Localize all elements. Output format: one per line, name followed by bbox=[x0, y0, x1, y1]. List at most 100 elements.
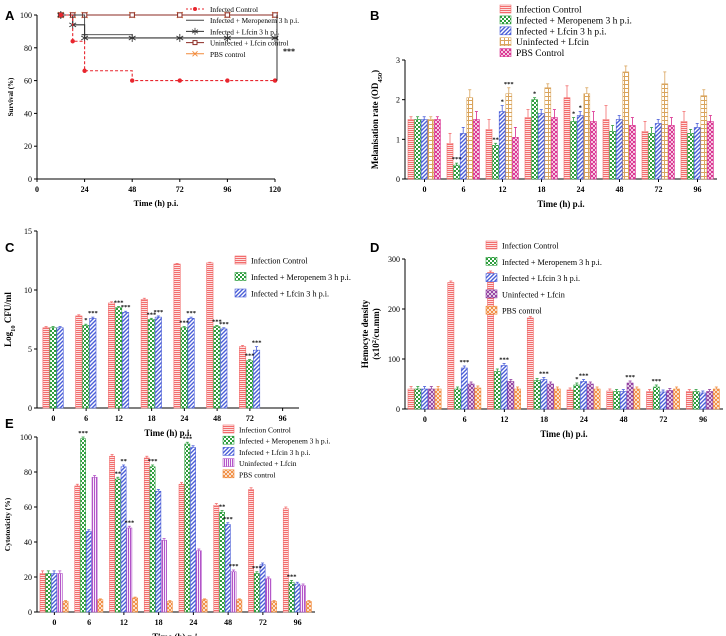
bar bbox=[155, 490, 162, 613]
significance-label: ** bbox=[115, 470, 122, 477]
significance-label: *** bbox=[504, 81, 514, 88]
legend-swatch bbox=[222, 447, 235, 456]
legend-label: Uninfected + Lfcin bbox=[239, 459, 297, 468]
bar bbox=[622, 71, 630, 180]
significance-label: *** bbox=[182, 435, 192, 442]
legend-label: Infected + Lfcin 3 h p.i. bbox=[502, 274, 580, 283]
x-axis-label: Time (h) p.i. bbox=[152, 632, 199, 636]
bar bbox=[154, 316, 162, 409]
x-tick-label: 48 bbox=[620, 415, 628, 424]
x-axis-label: Time (h) p.i. bbox=[134, 198, 179, 208]
significance-label: * bbox=[84, 317, 87, 324]
legend-swatch bbox=[234, 272, 247, 281]
y-tick-label: 100 bbox=[20, 433, 32, 442]
bar bbox=[537, 113, 545, 180]
bar bbox=[659, 391, 667, 410]
bar bbox=[288, 581, 295, 613]
x-tick-label: 18 bbox=[540, 415, 548, 424]
bar bbox=[421, 388, 428, 410]
x-tick-label: 72 bbox=[259, 618, 267, 627]
significance-label: *** bbox=[452, 156, 462, 163]
legend-swatch bbox=[499, 15, 512, 25]
panel-letter: C bbox=[5, 240, 15, 255]
bar bbox=[685, 391, 693, 410]
bar bbox=[201, 599, 208, 613]
data-point bbox=[224, 12, 231, 18]
bar bbox=[246, 360, 254, 409]
legend-label: Infected + Meropenem 3 h p.i. bbox=[210, 16, 299, 25]
bar bbox=[56, 573, 63, 613]
significance-label: *** bbox=[148, 458, 158, 465]
x-tick-label: 72 bbox=[655, 185, 663, 194]
bar bbox=[573, 384, 581, 410]
legend-label: Infected + Meropenem 3 h p.i. bbox=[516, 15, 632, 26]
legend-swatch bbox=[222, 469, 235, 479]
x-tick-label: 96 bbox=[699, 415, 707, 424]
bar bbox=[553, 388, 561, 410]
significance-label: *** bbox=[179, 320, 189, 327]
x-tick-label: 12 bbox=[115, 414, 123, 423]
bar bbox=[161, 539, 167, 613]
bar bbox=[467, 383, 475, 410]
bar bbox=[692, 391, 700, 410]
x-tick-label: 120 bbox=[269, 185, 281, 194]
bar bbox=[56, 327, 64, 409]
bar bbox=[563, 97, 571, 180]
significance-label: *** bbox=[499, 357, 509, 364]
legend-label: PBS Control bbox=[516, 49, 565, 59]
x-tick-label: 6 bbox=[463, 415, 467, 424]
y-tick-label: 0 bbox=[28, 404, 32, 413]
bar bbox=[693, 127, 701, 180]
bar bbox=[82, 325, 90, 409]
bar bbox=[540, 379, 548, 410]
x-tick-label: 6 bbox=[84, 414, 88, 423]
x-tick-label: 96 bbox=[223, 185, 231, 194]
x-axis-label: Time (h) p.i. bbox=[540, 429, 587, 439]
bar bbox=[524, 117, 532, 180]
bar bbox=[62, 601, 69, 613]
x-tick-label: 96 bbox=[279, 414, 287, 423]
significance-label: ** bbox=[492, 136, 499, 143]
significance-label: *** bbox=[78, 430, 88, 437]
bar bbox=[454, 388, 461, 410]
y-axis-label: Hemocyte density bbox=[360, 299, 370, 368]
significance-label: ** bbox=[219, 504, 226, 511]
bar bbox=[230, 571, 237, 613]
bar bbox=[91, 476, 98, 613]
y-tick-label: 200 bbox=[388, 305, 400, 314]
legend-label: PBS control bbox=[502, 307, 543, 316]
x-tick-label: 48 bbox=[128, 185, 136, 194]
bar bbox=[619, 391, 627, 410]
legend-marker bbox=[193, 7, 197, 11]
bar bbox=[178, 483, 185, 613]
bar bbox=[213, 504, 220, 613]
x-tick-label: 24 bbox=[577, 185, 585, 194]
bar bbox=[507, 381, 515, 410]
legend-label: Uninfected + Lfcin bbox=[516, 37, 589, 48]
bar bbox=[590, 121, 597, 180]
bar bbox=[427, 388, 435, 410]
y-tick-label: 60 bbox=[24, 77, 32, 86]
significance-label: *** bbox=[124, 519, 134, 526]
bar bbox=[633, 388, 641, 410]
bar bbox=[593, 388, 601, 410]
legend-label: Infected + Meropenem 3 h p.i. bbox=[251, 273, 351, 282]
bar bbox=[474, 387, 482, 410]
significance-label: ** bbox=[120, 458, 127, 465]
x-tick-label: 48 bbox=[616, 185, 624, 194]
legend-label: Infection Control bbox=[516, 5, 582, 16]
bar bbox=[547, 383, 554, 410]
bar bbox=[602, 119, 610, 180]
legend-marker bbox=[192, 40, 198, 46]
bar bbox=[661, 83, 669, 180]
bar bbox=[498, 111, 506, 180]
bar bbox=[514, 388, 521, 410]
legend-swatch bbox=[499, 37, 512, 47]
y-tick-label: 40 bbox=[24, 538, 32, 547]
data-point bbox=[58, 12, 63, 18]
bar bbox=[115, 307, 123, 409]
legend-swatch bbox=[222, 424, 235, 434]
bar bbox=[493, 371, 501, 410]
